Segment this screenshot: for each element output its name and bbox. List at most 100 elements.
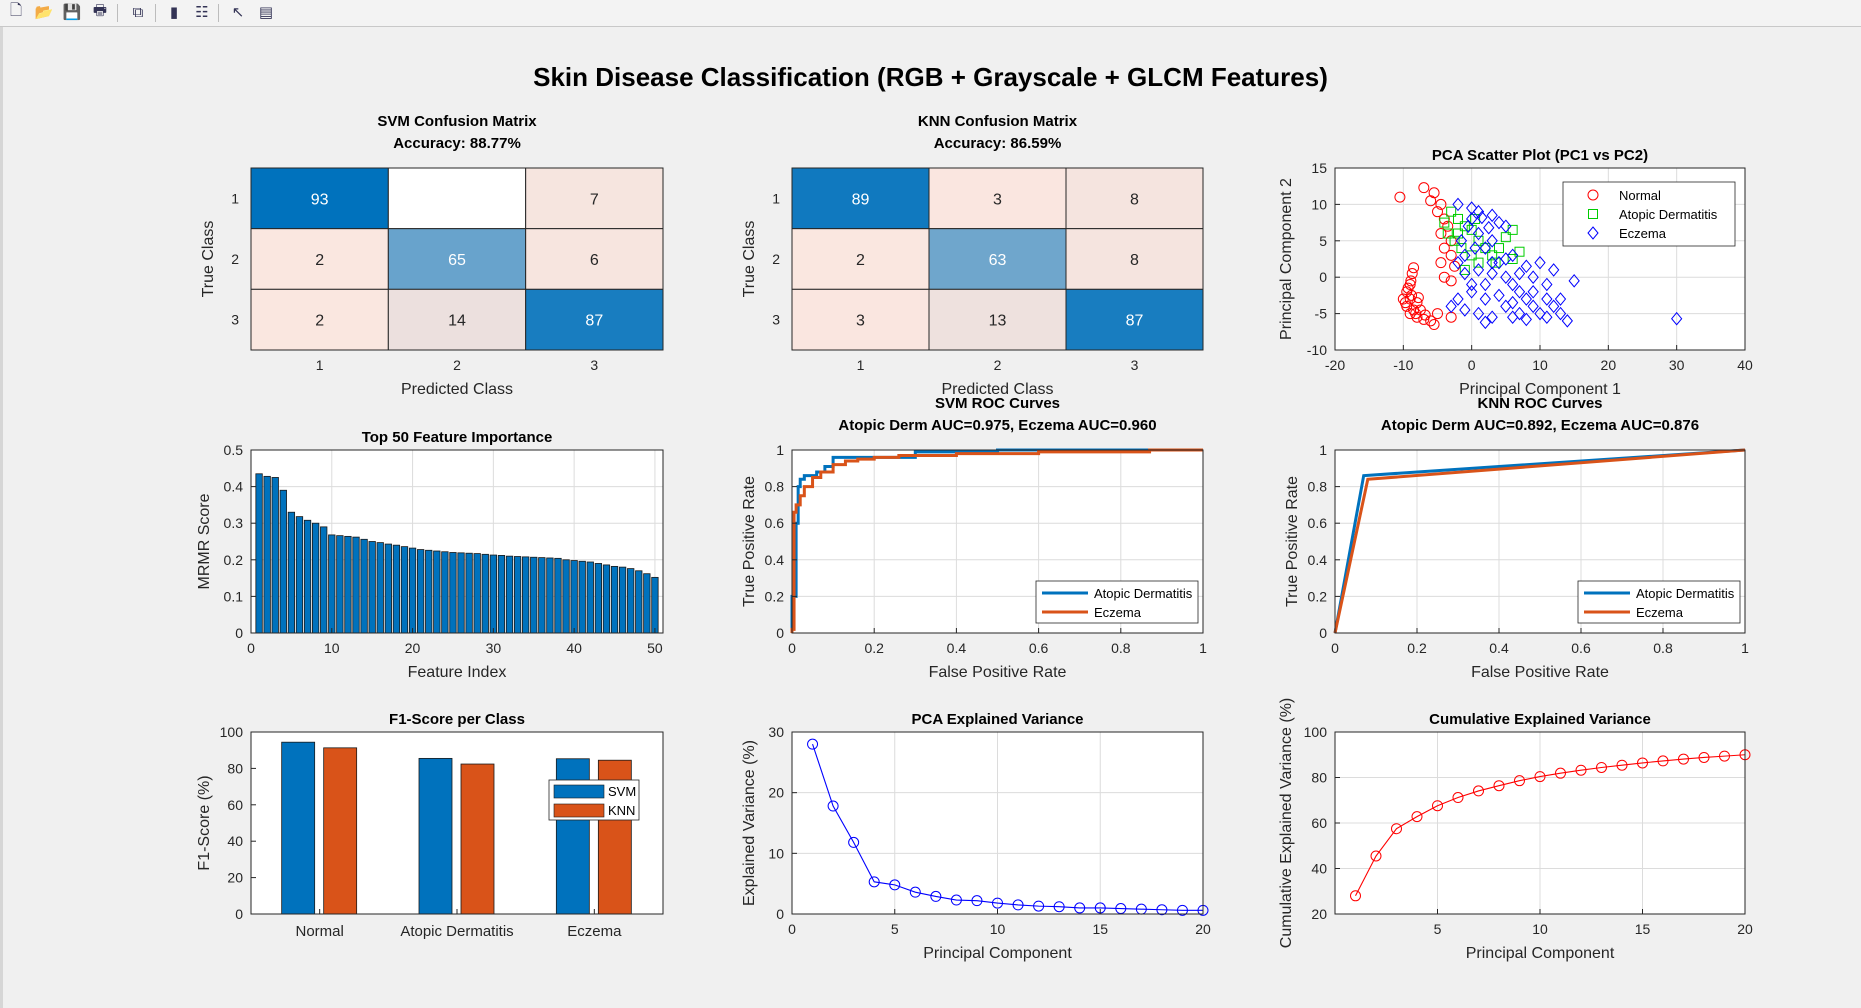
y-tick-label: 0.2: [765, 588, 785, 604]
point-diamond: [1507, 310, 1519, 325]
bar: [311, 522, 320, 634]
y-tick-label: 0: [1319, 625, 1327, 641]
y-tick-label: 30: [768, 724, 784, 740]
window-edge: [0, 27, 3, 1008]
series-marker: [1411, 811, 1423, 823]
axes-box: [250, 731, 664, 915]
point-circle: [1411, 297, 1423, 309]
series-marker: [1514, 775, 1525, 787]
y-tick-label: 0: [235, 906, 243, 922]
point-square: [1453, 213, 1463, 224]
point-diamond: [1476, 210, 1488, 225]
bar: [651, 576, 659, 634]
point-diamond: [1493, 215, 1505, 230]
x-tick-label: 5: [891, 921, 899, 937]
series-marker: [1616, 759, 1628, 771]
series-marker: [1176, 904, 1188, 916]
x-tick-label: 5: [1434, 921, 1442, 937]
x-tick-label: 10: [1532, 357, 1548, 373]
point-diamond: [1472, 263, 1485, 277]
open-folder-icon[interactable]: 📂: [34, 4, 54, 21]
series-marker: [1053, 901, 1065, 913]
property-editor-icon[interactable]: ▤: [258, 4, 274, 21]
point-diamond: [1541, 277, 1553, 292]
chart-title: KNN Confusion Matrix: [918, 113, 1078, 130]
bar: [465, 552, 473, 634]
point-circle: [1408, 262, 1420, 274]
point-diamond: [1459, 248, 1471, 263]
point-diamond: [1507, 295, 1519, 310]
x-tick-label: 1: [1741, 640, 1749, 656]
legend-icon[interactable]: ☷: [195, 4, 209, 21]
point-diamond: [1500, 219, 1512, 234]
point-diamond: [1513, 266, 1526, 281]
series-marker: [1493, 780, 1505, 792]
point-diamond: [1483, 220, 1495, 235]
point-diamond: [1561, 314, 1573, 328]
point-diamond: [1527, 270, 1539, 284]
x-tick-label: 3: [590, 357, 598, 373]
matrix-cell-value: 87: [585, 313, 603, 330]
matrix-cell-value: 8: [1130, 191, 1139, 208]
axes-box: [250, 449, 664, 634]
chart-subtitle: Atopic Derm AUC=0.892, Eczema AUC=0.876: [1381, 417, 1699, 434]
chart-pca-variance: 0 5 10 15 20 0 10 20 30 PCA Explained Variance Pri…: [741, 711, 1211, 962]
matrix-cell: [1065, 228, 1204, 290]
y-tick-label: 0.2: [224, 552, 244, 568]
bar: [562, 559, 570, 634]
new-file-icon[interactable]: 🗋: [9, 1, 23, 19]
y-tick-label: 20: [1311, 906, 1327, 922]
point-diamond: [1534, 306, 1546, 321]
chart-title: PCA Scatter Plot (PC1 vs PC2): [1432, 147, 1648, 164]
point-circle: [1445, 275, 1457, 287]
point-square: [1487, 250, 1498, 261]
matrix-cell: [928, 167, 1067, 230]
x-axis-label: False Positive Rate: [929, 664, 1067, 681]
point-circle: [1435, 228, 1447, 240]
save-icon[interactable]: 💾: [62, 4, 82, 21]
legend-entry: Atopic Dermatitis: [1619, 207, 1718, 222]
bar: [627, 568, 635, 634]
legend-box: [1035, 580, 1199, 624]
bar-svm: [418, 757, 453, 915]
bar: [303, 519, 312, 634]
series-marker: [1657, 755, 1669, 767]
point-square: [1442, 228, 1453, 239]
legend-entry: KNN: [608, 803, 635, 818]
y-tick-label: -5: [1315, 306, 1328, 322]
point-square: [1453, 228, 1463, 239]
point-circle: [1406, 268, 1418, 280]
x-tick-label: 15: [1635, 921, 1651, 937]
y-tick-label: 60: [1311, 815, 1327, 831]
x-tick-label: -10: [1393, 357, 1413, 373]
y-axis-label: True Class: [741, 221, 758, 298]
point-circle: [1412, 292, 1424, 304]
colorbar-icon[interactable]: ▮: [169, 4, 179, 21]
point-diamond: [1534, 255, 1546, 270]
point-circle: [1404, 308, 1416, 320]
bar-knn: [460, 763, 495, 915]
series-marker: [1391, 823, 1402, 835]
point-square: [1446, 206, 1457, 217]
bar: [538, 557, 546, 634]
matrix-cell: [250, 288, 389, 351]
series-marker: [1452, 792, 1464, 804]
point-diamond: [1548, 263, 1560, 277]
y-tick-label: 0.4: [765, 552, 785, 568]
y-tick-label: 0.4: [224, 479, 244, 495]
link-plot-icon[interactable]: ⧉: [132, 3, 144, 21]
point-diamond: [1527, 284, 1539, 299]
point-square: [1449, 235, 1460, 246]
matrix-cell-value: 7: [590, 191, 599, 208]
pointer-icon[interactable]: ↖: [231, 4, 245, 21]
print-icon[interactable]: 🖶: [92, 1, 108, 19]
series-marker: [1555, 767, 1566, 779]
x-tick-label: -20: [1325, 357, 1345, 373]
bar: [417, 549, 425, 634]
y-tick-label: 0.6: [765, 515, 785, 531]
point-diamond: [1554, 306, 1567, 321]
series-marker: [1012, 899, 1024, 911]
bar: [586, 561, 594, 634]
chart-title: SVM ROC Curves: [935, 395, 1060, 412]
x-tick-label: 0: [788, 921, 796, 937]
